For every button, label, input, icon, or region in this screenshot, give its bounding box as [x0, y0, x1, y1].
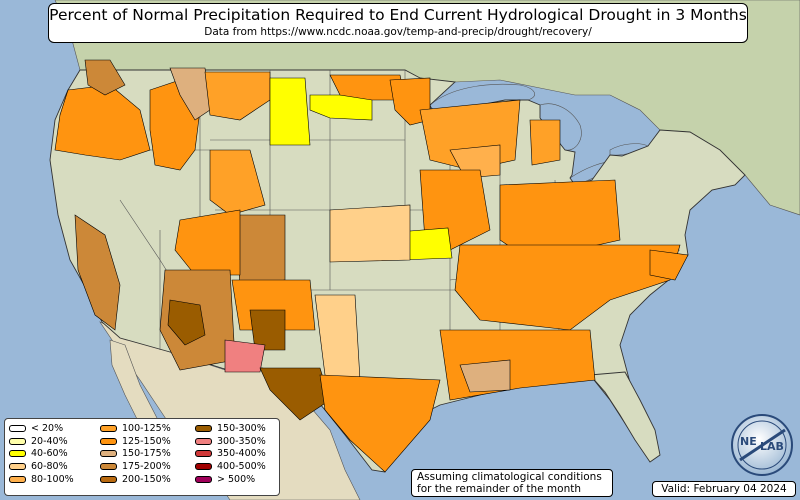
legend-swatch [195, 424, 212, 432]
legend-swatch [195, 450, 212, 458]
florida-land [589, 371, 661, 463]
assumption-line-2: for the remainder of the month [417, 483, 582, 495]
legend-item: > 500% [195, 473, 266, 486]
legend-item: 100-125% [100, 422, 171, 435]
region-utah-colorado-brown [234, 214, 286, 286]
legend-swatch [100, 463, 117, 471]
legend-label: 20-40% [31, 435, 68, 447]
region-pacific-nw [54, 84, 151, 161]
logo-text-bottom: LAB [760, 440, 784, 453]
legend-swatch [9, 424, 26, 432]
legend-swatch [195, 437, 212, 445]
legend-item: < 20% [9, 422, 74, 435]
legend-swatch [100, 476, 117, 484]
legend-swatch [100, 450, 117, 458]
legend-label: 40-60% [31, 448, 68, 460]
map-title: Percent of Normal Precipitation Required… [49, 6, 747, 24]
legend-swatch [9, 450, 26, 458]
legend-label: 60-80% [31, 461, 68, 473]
legend-swatch [9, 463, 26, 471]
legend-label: 150-300% [217, 422, 266, 434]
region-arizona-dark [167, 299, 206, 346]
region-new-mexico-dark [249, 309, 286, 351]
legend-item: 150-300% [195, 422, 266, 435]
legend-label: 400-500% [217, 461, 266, 473]
legend-item: 400-500% [195, 460, 266, 473]
region-washington-brown [84, 59, 126, 96]
legend-label: 125-150% [122, 435, 171, 447]
legend-item: 175-200% [100, 460, 171, 473]
drought-regions [54, 59, 689, 473]
legend-item: 350-400% [195, 448, 266, 461]
legend-swatch [9, 437, 26, 445]
region-utah [209, 149, 266, 216]
legend-column-2: 100-125% 125-150% 150-175% 175-200% 200-… [100, 422, 171, 486]
valid-date-label: Valid: February 04 2024 [652, 481, 796, 497]
legend-label: 150-175% [122, 448, 171, 460]
region-texas-west-dark [259, 367, 331, 421]
legend-item: 80-100% [9, 473, 74, 486]
legend-label: 175-200% [122, 461, 171, 473]
assumption-note: Assuming climatological conditions for t… [411, 469, 613, 497]
region-montana-orange [204, 71, 271, 121]
legend-column-1: < 20% 20-40% 40-60% 60-80% 80-100% [9, 422, 74, 486]
region-montana-tan [169, 67, 211, 121]
legend-item: 125-150% [100, 435, 171, 448]
nexlab-logo: NE LAB [731, 414, 793, 476]
region-gulf-tan [459, 359, 511, 393]
legend-swatch [100, 437, 117, 445]
assumption-line-1: Assuming climatological conditions [417, 471, 602, 483]
legend-swatch [195, 463, 212, 471]
legend-item: 40-60% [9, 448, 74, 461]
region-kansas-light [329, 204, 411, 263]
legend-swatch [100, 424, 117, 432]
legend-swatch [9, 476, 26, 484]
legend-item: 200-150% [100, 473, 171, 486]
region-southeast [454, 244, 681, 331]
region-new-mexico-pink [224, 339, 266, 373]
legend-item: 20-40% [9, 435, 74, 448]
legend-label: 350-400% [217, 448, 266, 460]
legend-label: > 500% [217, 474, 256, 486]
legend-label: < 20% [31, 422, 64, 434]
region-minnesota [389, 77, 431, 126]
region-texas-orange [319, 374, 441, 473]
region-california-brown [74, 214, 121, 331]
legend-item: 300-350% [195, 435, 266, 448]
title-box: Percent of Normal Precipitation Required… [48, 3, 748, 43]
legend-swatch [195, 476, 212, 484]
map-subtitle: Data from https://www.ncdc.noaa.gov/temp… [204, 26, 592, 38]
region-north-dakota-orange [329, 74, 406, 101]
legend-column-3: 150-300% 300-350% 350-400% 400-500% > 50… [195, 422, 266, 486]
legend-label: 100-125% [122, 422, 171, 434]
region-michigan [529, 119, 561, 166]
legend-label: 200-150% [122, 474, 171, 486]
region-carolina [649, 249, 689, 281]
region-wyoming-yellow [269, 77, 311, 146]
legend-item: 60-80% [9, 460, 74, 473]
legend-label: 80-100% [31, 474, 74, 486]
legend: < 20% 20-40% 40-60% 60-80% 80-100% 100-1… [4, 418, 280, 496]
legend-item: 150-175% [100, 448, 171, 461]
logo-text-top: NE [740, 435, 757, 448]
legend-label: 300-350% [217, 435, 266, 447]
